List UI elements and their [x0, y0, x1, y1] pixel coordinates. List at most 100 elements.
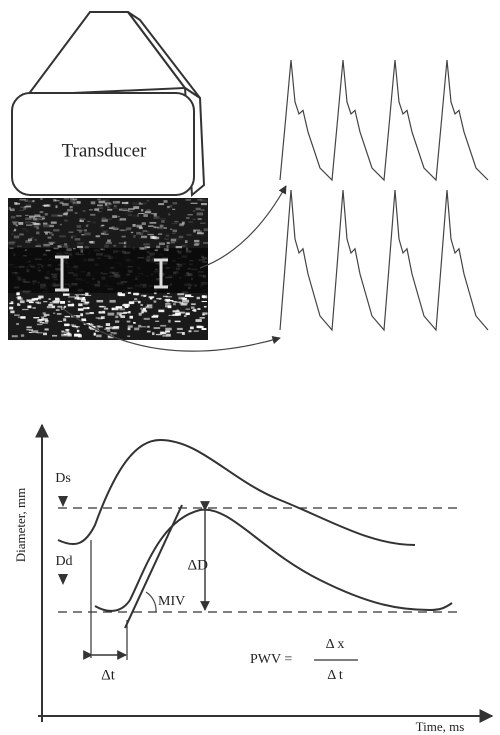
speckle [39, 211, 44, 214]
speckle [176, 263, 180, 265]
speckle [203, 295, 208, 299]
speckle [189, 263, 193, 265]
y-axis-label: Diameter, mm [13, 488, 28, 563]
speckle [123, 245, 127, 248]
speckle [85, 294, 92, 297]
speckle [131, 215, 139, 217]
speckle [82, 210, 86, 212]
speckle [91, 203, 95, 206]
speckle [181, 291, 188, 294]
speckle [102, 230, 108, 233]
calipers [55, 255, 168, 292]
speckle [64, 212, 69, 215]
speckle [89, 312, 94, 315]
speckle [53, 273, 57, 277]
speckle [94, 271, 99, 272]
speckle [17, 290, 25, 293]
speckle [112, 215, 117, 218]
speckle [149, 254, 153, 258]
speckle [50, 273, 58, 276]
speckle [122, 289, 126, 291]
speckle [33, 317, 40, 319]
speckle [120, 315, 126, 318]
speckle [168, 314, 175, 316]
speckle [39, 286, 45, 289]
speckle [165, 298, 171, 302]
speckle [32, 217, 38, 221]
speckle [24, 206, 32, 208]
speckle [180, 303, 187, 306]
speckle [185, 247, 189, 251]
speckle [127, 269, 133, 273]
speckle [25, 214, 29, 216]
speckle [203, 228, 208, 232]
speckle [25, 229, 29, 233]
speckle [143, 317, 150, 320]
speckle [51, 234, 54, 236]
speckle [123, 303, 130, 307]
speckle [175, 237, 183, 240]
speckle [202, 314, 205, 316]
speckle [138, 212, 145, 215]
speckle [20, 334, 25, 337]
speckle [97, 198, 101, 201]
speckle [154, 249, 158, 252]
speckle [64, 243, 68, 246]
speckle [85, 224, 89, 228]
speckle [169, 283, 173, 286]
speckle [45, 249, 51, 252]
speckle [119, 314, 122, 317]
speckle [133, 234, 136, 238]
speckle [166, 249, 169, 252]
speckle [35, 220, 40, 224]
speckle [55, 309, 60, 312]
speckle [172, 303, 176, 306]
speckle [22, 207, 27, 210]
speckle [160, 227, 164, 230]
speckle [195, 207, 201, 211]
speckle [26, 269, 30, 273]
speckle [137, 300, 141, 304]
speckle [189, 326, 194, 330]
speckle [88, 323, 93, 325]
speckle [135, 288, 140, 291]
speckle [16, 292, 20, 296]
speckle [153, 270, 159, 273]
speckle [40, 283, 47, 287]
speckle [165, 305, 168, 308]
speckle [137, 257, 145, 259]
speckle [26, 299, 33, 302]
speckle [173, 271, 177, 275]
speckle [197, 230, 202, 234]
speckle [103, 254, 111, 258]
speckle [151, 212, 158, 215]
speckle [128, 301, 135, 304]
speckle [138, 226, 143, 230]
speckle [150, 273, 154, 276]
speckle [180, 244, 188, 248]
delta-d-label: ΔD [188, 557, 209, 573]
speckle [66, 265, 70, 268]
speckle [127, 289, 131, 291]
speckle [140, 326, 147, 328]
speckle [34, 239, 38, 241]
speckle [157, 226, 163, 229]
speckle [67, 300, 71, 303]
speckle [154, 226, 159, 229]
speckle [158, 242, 165, 246]
speckle [141, 310, 148, 313]
speckle [147, 325, 150, 328]
speckle [125, 291, 132, 294]
speckle [54, 283, 61, 286]
speckle [75, 278, 82, 281]
speckle [106, 330, 111, 332]
speckle [48, 303, 53, 306]
speckle [83, 302, 89, 305]
speckle [50, 221, 57, 224]
speckle [62, 259, 66, 262]
ds-label: Ds [55, 471, 71, 486]
speckle [119, 229, 125, 231]
speckle [9, 306, 14, 310]
speckle [63, 318, 67, 322]
